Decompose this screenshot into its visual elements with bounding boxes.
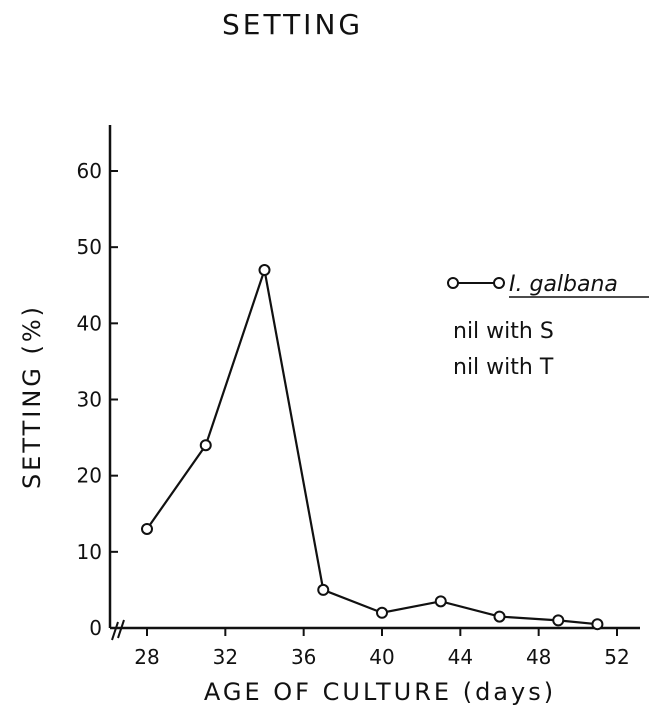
- x-tick-label: 40: [369, 645, 394, 669]
- axes: [108, 125, 640, 641]
- legend-marker: [493, 277, 505, 289]
- data-point: [552, 614, 565, 627]
- data-point: [141, 522, 153, 535]
- y-axis-title: SETTING (%): [18, 304, 46, 489]
- legend-label-extra: nil with S: [453, 319, 554, 344]
- x-tick-label: 32: [213, 645, 238, 669]
- x-tick-label: 36: [291, 645, 316, 669]
- legend-label-series: I. galbana: [509, 272, 618, 297]
- legend: I. galbana nil with S nil with T: [447, 272, 649, 380]
- y-tick-label: 10: [77, 540, 102, 564]
- x-tick-label: 44: [448, 645, 473, 669]
- x-tick-label: 28: [134, 645, 159, 669]
- data-point: [591, 618, 604, 631]
- axis-break-mark: [111, 619, 125, 641]
- y-tick-label: 40: [77, 311, 102, 335]
- x-tick-label: 52: [604, 645, 629, 669]
- data-point: [493, 610, 506, 623]
- data-point: [199, 439, 212, 452]
- y-tick-label: 50: [77, 235, 102, 259]
- page-title: SETTING: [222, 8, 364, 41]
- x-axis-title: AGE OF CULTURE (days): [204, 678, 556, 706]
- x-tick-label: 48: [526, 645, 551, 669]
- y-tick-label: 0: [89, 616, 102, 640]
- y-tick-label: 30: [77, 388, 102, 412]
- legend-marker: [447, 277, 459, 289]
- ticks: 0 10 20 30 40 50 60 28 32 36 40 44 48 52: [77, 159, 630, 669]
- data-point: [434, 595, 447, 608]
- y-tick-label: 20: [77, 464, 102, 488]
- legend-label-extra: nil with T: [453, 355, 554, 380]
- data-point: [258, 264, 271, 277]
- y-tick-label: 60: [77, 159, 102, 183]
- data-point: [376, 606, 388, 619]
- plot-area: [141, 264, 604, 631]
- data-point: [317, 583, 330, 596]
